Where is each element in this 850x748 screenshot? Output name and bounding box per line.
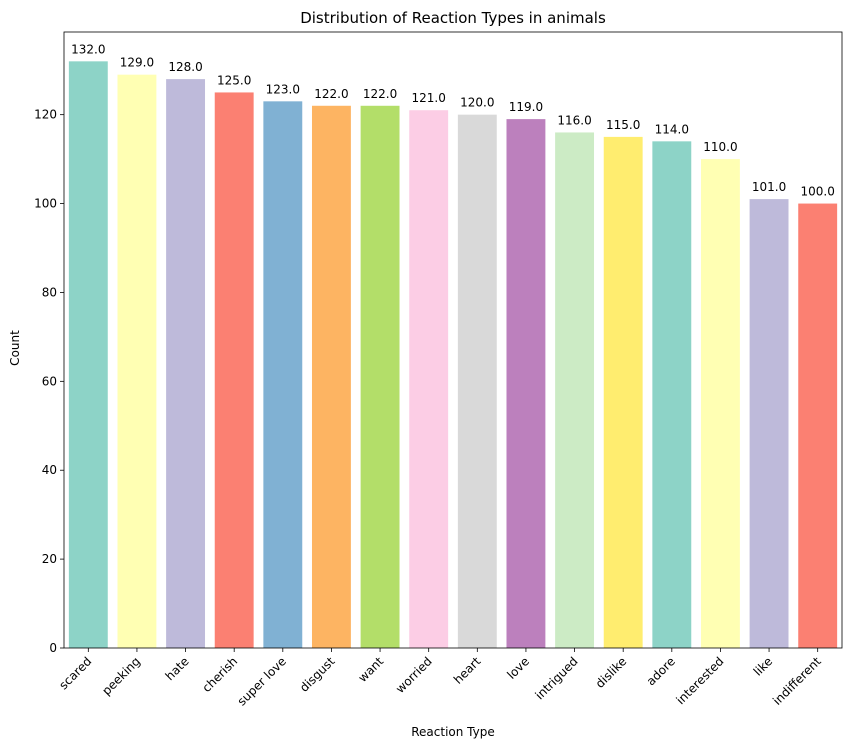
bar-want xyxy=(360,105,400,649)
plot-frame xyxy=(63,31,843,649)
data-label: 129.0 xyxy=(120,56,154,70)
bar-interested xyxy=(700,159,740,648)
x-tick-label: cherish xyxy=(199,654,240,695)
data-label: 114.0 xyxy=(655,122,689,136)
y-tick-label: 40 xyxy=(42,463,57,477)
data-label: 119.0 xyxy=(509,100,543,114)
data-label: 101.0 xyxy=(752,180,786,194)
x-tick-label: love xyxy=(504,654,532,682)
y-axis: 0 20 40 60 80 100 120 xyxy=(34,108,64,655)
data-label: 120.0 xyxy=(460,96,494,110)
bar-cherish xyxy=(214,92,254,648)
x-tick-label: interested xyxy=(673,654,726,707)
data-label: 132.0 xyxy=(71,42,105,56)
bar-like xyxy=(749,199,789,648)
x-tick-label: indifferent xyxy=(770,654,824,708)
x-tick-label: intrigued xyxy=(533,654,581,702)
bar-scared xyxy=(68,61,108,649)
data-label: 122.0 xyxy=(363,87,397,101)
x-tick-label: hate xyxy=(163,654,192,683)
x-tick-label: scared xyxy=(56,654,94,692)
bar-indifferent xyxy=(798,203,838,649)
y-tick-label: 120 xyxy=(34,108,57,122)
x-tick-label: want xyxy=(355,654,386,685)
x-tick-label: adore xyxy=(644,654,678,688)
data-label: 121.0 xyxy=(412,91,446,105)
data-labels-group: 132.0 129.0 128.0 125.0 123.0 122.0 122.0 121.0… xyxy=(71,42,835,198)
y-tick-label: 20 xyxy=(42,552,57,566)
x-tick-label: dislike xyxy=(593,654,630,691)
bar-peeking xyxy=(117,74,157,648)
data-label: 110.0 xyxy=(703,140,737,154)
x-tick-label: worried xyxy=(393,654,435,696)
x-tick-label: like xyxy=(751,654,775,678)
bar-super-love xyxy=(263,101,303,649)
data-label: 125.0 xyxy=(217,73,251,87)
bar-love xyxy=(506,119,546,649)
bars-group xyxy=(68,61,838,649)
x-tick-label: peeking xyxy=(99,654,143,698)
data-label: 123.0 xyxy=(266,82,300,96)
bar-worried xyxy=(409,110,449,648)
data-label: 100.0 xyxy=(801,185,835,199)
chart-title: Distribution of Reaction Types in animal… xyxy=(300,9,606,27)
x-tick-label: disgust xyxy=(297,654,338,695)
y-tick-label: 80 xyxy=(42,285,57,299)
data-label: 115.0 xyxy=(606,118,640,132)
y-axis-label: Count xyxy=(8,330,22,366)
data-label: 128.0 xyxy=(168,60,202,74)
bar-disgust xyxy=(311,105,351,649)
x-axis-label: Reaction Type xyxy=(411,725,495,739)
bar-heart xyxy=(457,114,497,648)
y-tick-label: 100 xyxy=(34,197,57,211)
bar-hate xyxy=(166,79,206,649)
data-label: 122.0 xyxy=(314,87,348,101)
bar-intrigued xyxy=(555,132,595,648)
y-tick-label: 60 xyxy=(42,374,57,388)
x-tick-label: heart xyxy=(451,654,484,687)
x-tick-label: super love xyxy=(235,654,289,708)
data-label: 116.0 xyxy=(557,113,591,127)
bar-adore xyxy=(652,141,692,649)
y-tick-label: 0 xyxy=(49,641,57,655)
bar-dislike xyxy=(603,136,643,648)
